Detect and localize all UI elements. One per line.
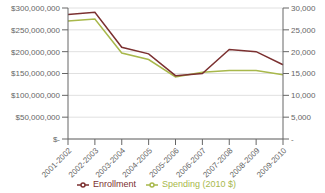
svg-text:$100,000,000: $100,000,000 [11, 91, 60, 100]
svg-text:$200,000,000: $200,000,000 [11, 48, 60, 57]
svg-text:2009-2010: 2009-2010 [255, 146, 289, 180]
svg-text:$300,000,000: $300,000,000 [11, 4, 60, 13]
svg-text:2003-2004: 2003-2004 [93, 146, 128, 180]
html-text:Spending (2010 $): Spending (2010 $) [162, 179, 236, 190]
svg-text:-: - [291, 135, 294, 144]
svg-text:15,000: 15,000 [291, 69, 316, 78]
svg-text:2007-2008: 2007-2008 [201, 146, 235, 180]
svg-text:25,000: 25,000 [291, 26, 316, 35]
svg-text:2001-2002: 2001-2002 [40, 146, 74, 180]
svg-text:30,000: 30,000 [291, 4, 316, 13]
svg-text:$-: $- [53, 135, 60, 144]
svg-text:2005-2006: 2005-2006 [147, 146, 181, 180]
svg-text:5,000: 5,000 [291, 113, 312, 122]
svg-text:2004-2005: 2004-2005 [120, 146, 155, 180]
svg-text:10,000: 10,000 [291, 91, 316, 100]
svg-text:2006-2007: 2006-2007 [174, 146, 208, 180]
svg-text:20,000: 20,000 [291, 48, 316, 57]
svg-text:$50,000,000: $50,000,000 [16, 113, 61, 122]
svg-text:2008-2009: 2008-2009 [228, 146, 262, 180]
svg-text:$250,000,000: $250,000,000 [11, 26, 60, 35]
svg-text:$150,000,000: $150,000,000 [11, 69, 60, 78]
svg-text:2002-2003: 2002-2003 [66, 146, 101, 180]
html-text:Enrollment: Enrollment [93, 179, 136, 190]
